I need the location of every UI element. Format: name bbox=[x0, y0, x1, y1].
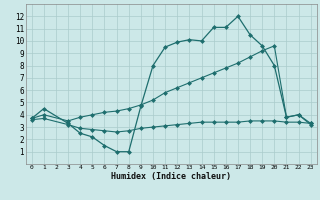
X-axis label: Humidex (Indice chaleur): Humidex (Indice chaleur) bbox=[111, 172, 231, 181]
